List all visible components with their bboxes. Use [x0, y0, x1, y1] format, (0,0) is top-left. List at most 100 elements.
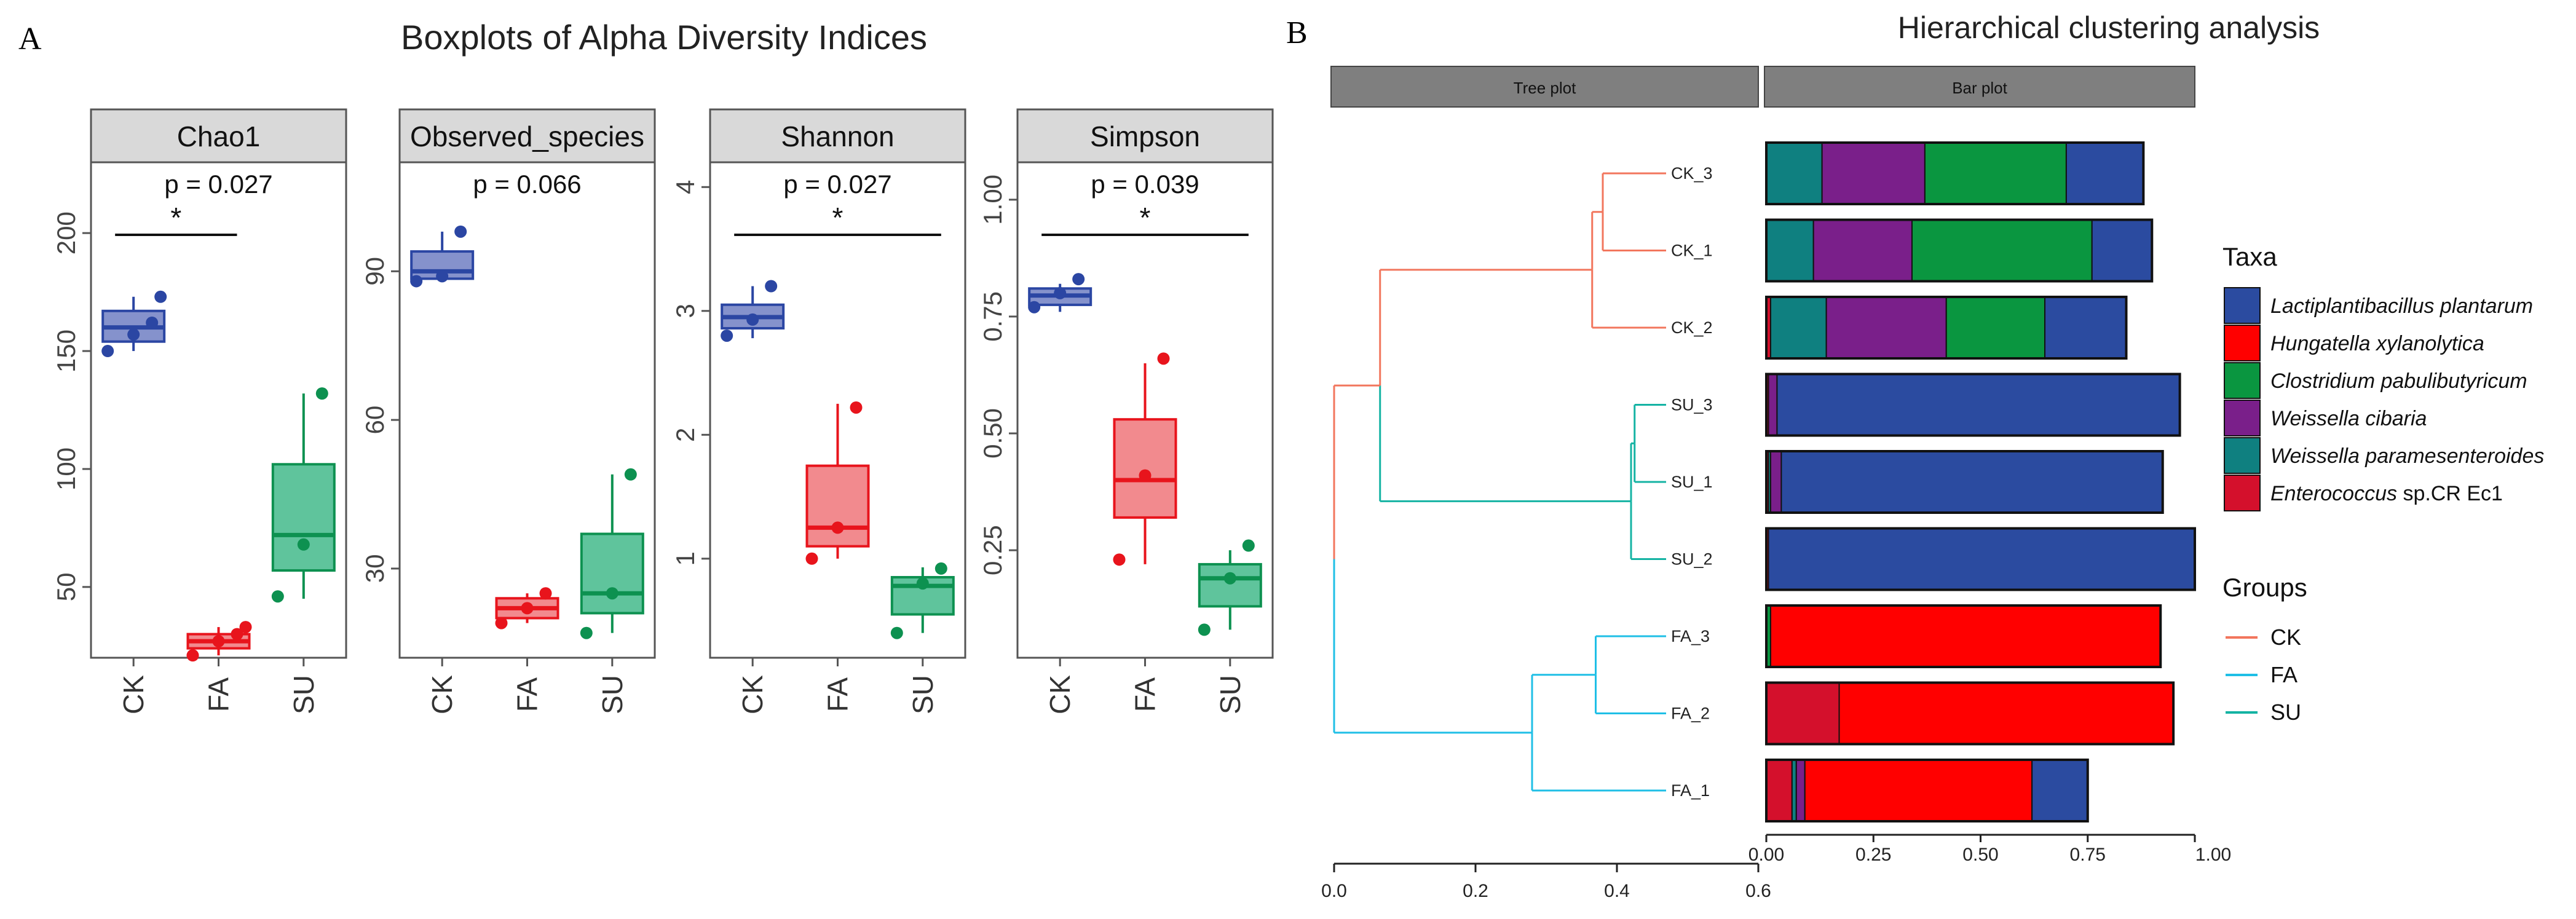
bar-x-tick-label: 0.75	[2070, 845, 2106, 865]
bar-outline	[1765, 681, 2175, 746]
legend-swatch-weissella_cibaria	[2224, 400, 2261, 436]
legend-label-rest: sp.CR Ec1	[2397, 482, 2503, 505]
bar-plot-strip	[1764, 66, 2195, 108]
box-iqr	[580, 532, 644, 615]
y-tick-label: 4	[671, 180, 700, 194]
bar-segment-weissella_cibaria	[1825, 296, 1947, 359]
y-tick-label: 0.25	[978, 525, 1007, 575]
x-tick-label: CK	[1044, 675, 1076, 714]
data-point	[495, 617, 508, 629]
bar-segment-weissella_cibaria	[1795, 759, 1806, 822]
bar-segment-lactiplantibacillus	[2044, 296, 2127, 359]
data-point	[1139, 469, 1152, 482]
data-point	[1198, 623, 1211, 636]
x-tick-label: SU	[288, 675, 320, 714]
data-point	[580, 626, 593, 639]
legend-swatch-hungatella	[2224, 325, 2261, 361]
legend-group-label: SU	[2270, 700, 2301, 725]
y-tick-label: 90	[360, 257, 389, 286]
facet-panel	[90, 161, 347, 659]
p-value: p = 0.027	[783, 170, 891, 199]
facet-title: Shannon	[781, 120, 894, 152]
bar-segment-hungatella	[1769, 605, 2162, 668]
facet-strip	[1016, 108, 1274, 164]
bar-segment-enterococcus	[1766, 682, 1840, 745]
bar-outline	[1765, 604, 2162, 668]
bar-x-tick-label: 0.50	[1962, 845, 1998, 865]
leaf-label: CK_3	[1671, 164, 1713, 183]
y-tick-label: 150	[52, 329, 81, 373]
bar-segment-lactiplantibacillus	[1768, 527, 2196, 591]
bar-segment-clostridium	[1924, 142, 2067, 205]
facet-title: Observed_species	[410, 120, 644, 152]
x-tick-label: CK	[117, 675, 149, 714]
tree-plot-strip-label: Tree plot	[1514, 79, 1576, 97]
legend-swatch-clostridium	[2224, 362, 2261, 399]
leaf-label: FA_3	[1671, 627, 1710, 645]
box-iqr	[1198, 562, 1262, 608]
facet-simpson: Simpson 0.25 0.50 0.75 1.00 p = 0.039 * CK FA SU	[978, 108, 1274, 714]
bar-segment-lactiplantibacillus	[2091, 219, 2153, 282]
data-point	[746, 313, 759, 326]
data-point	[410, 275, 423, 288]
box-fa	[805, 401, 870, 565]
data-point	[624, 468, 637, 481]
legend-label-weissella_par: Weissella paramesenteroides	[2270, 444, 2544, 468]
legend-label-italic: Weissella cibaria	[2270, 407, 2427, 430]
legend-swatch-lactiplantibacillus	[2224, 287, 2261, 324]
bar-segment-weissella_cibaria	[1769, 451, 1782, 513]
bar-ck_1	[1765, 218, 2154, 283]
data-point	[1072, 273, 1085, 286]
bar-ck_3	[1765, 141, 2145, 205]
y-tick-label: 0.50	[978, 408, 1007, 459]
legend-label-enterococcus: Enterococcus sp.CR Ec1	[2270, 482, 2503, 505]
legend-taxa-title: Taxa	[2222, 242, 2277, 271]
stacked-bars: 0.00 0.25 0.50 0.75 1.00	[1748, 141, 2231, 865]
bar-segment-lactiplantibacillus	[1780, 451, 2163, 513]
y-tick-label: 100	[52, 448, 81, 491]
data-point	[831, 521, 844, 534]
box-su	[271, 387, 336, 603]
legend-group-label: FA	[2270, 662, 2297, 687]
y-tick-label: 1.00	[978, 175, 1007, 225]
data-point	[1054, 286, 1067, 299]
legend-groups: Groups CK FA SU	[2222, 573, 2307, 725]
bar-su_3	[1765, 373, 2181, 437]
bar-ck_2	[1765, 296, 2128, 360]
leaf-label: CK_2	[1671, 318, 1713, 337]
facet-shannon: Shannon 1 2 3 4 p = 0.027 * CK FA SU	[671, 108, 966, 714]
y-tick-label: 200	[52, 211, 81, 254]
x-tick-label: SU	[1214, 675, 1246, 714]
y-tick-label: 1	[671, 551, 700, 566]
data-point	[436, 270, 449, 283]
data-point	[805, 552, 818, 565]
bar-segment-clostridium	[1945, 296, 2046, 359]
data-point	[1157, 352, 1170, 365]
data-point	[1242, 539, 1255, 552]
bar-segment-lactiplantibacillus	[2065, 142, 2144, 205]
facet-strip	[398, 108, 656, 164]
legend-label-italic: Hungatella xylanolytica	[2270, 332, 2484, 355]
legend-label-weissella_cibaria: Weissella cibaria	[2270, 407, 2427, 430]
x-tick-label: FA	[1129, 677, 1161, 712]
data-point	[606, 587, 618, 600]
tree-x-tick-label: 0.0	[1321, 881, 1347, 901]
bar-segment-hungatella	[1838, 682, 2175, 745]
data-point	[850, 401, 863, 414]
bar-segment-weissella_par	[1766, 219, 1814, 282]
box-iqr	[1113, 418, 1177, 519]
data-point	[890, 626, 903, 639]
bar-outline	[1765, 296, 2128, 360]
data-point	[934, 562, 947, 575]
data-point	[101, 345, 114, 358]
significance-star: *	[1140, 202, 1151, 234]
box-iqr	[271, 463, 336, 572]
legend-swatch-enterococcus	[2224, 475, 2261, 511]
legend-label-italic: Enterococcus	[2270, 482, 2397, 505]
bar-outline	[1765, 141, 2145, 205]
data-point	[521, 602, 534, 615]
bar-fa_2	[1765, 681, 2175, 746]
legend-label-italic: Lactiplantibacillus plantarum	[2270, 294, 2533, 318]
x-tick-label: SU	[907, 675, 939, 714]
